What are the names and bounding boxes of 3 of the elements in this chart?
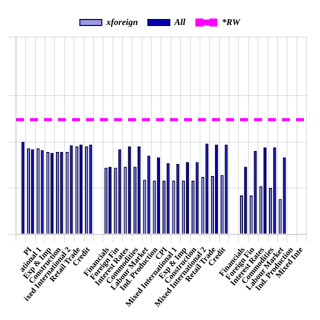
legend-label: *RW [222,16,242,27]
legend-label: All [173,16,186,27]
legend-label: xforeign [105,16,138,27]
